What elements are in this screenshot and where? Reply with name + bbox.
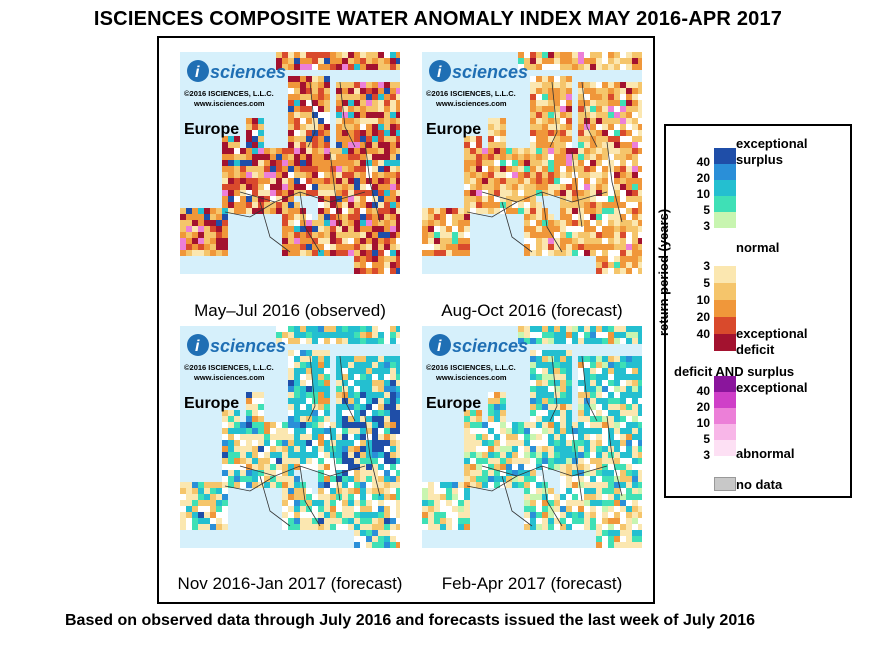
legend-deficit-swatch	[714, 334, 736, 351]
isciences-logo-icon	[429, 60, 451, 82]
copyright-text: ©2016 ISCIENCES, L.L.C.	[184, 363, 274, 372]
logo-i-letter: i	[437, 64, 442, 81]
region-label: Europe	[426, 395, 481, 412]
legend-both-swatch	[714, 392, 736, 408]
legend-surplus-swatch	[714, 164, 736, 180]
map-caption-4: Feb-Apr 2017 (forecast)	[441, 574, 623, 593]
legend-surplus-tick: 10	[696, 187, 710, 201]
legend-deficit-swatch	[714, 266, 736, 283]
region-label: Europe	[426, 121, 481, 138]
logo-text: sciences	[210, 62, 286, 82]
legend-normal-label: normal	[736, 240, 780, 255]
logo-text: sciences	[452, 62, 528, 82]
legend-deficit-swatch	[714, 317, 736, 334]
legend-surplus-title-1: exceptional	[736, 136, 808, 151]
legend-deficit-tick: 40	[696, 327, 710, 341]
url-text: www.isciences.com	[435, 373, 507, 382]
legend-deficit-tick: 3	[703, 259, 710, 273]
legend-no-data-swatch	[714, 477, 736, 491]
legend-surplus-swatch	[714, 148, 736, 164]
footer-note: Based on observed data through July 2016…	[64, 612, 756, 629]
legend-both-bottom: abnormal	[736, 446, 795, 461]
legend-both-tick: 40	[696, 384, 710, 398]
legend-both-title: deficit AND surplus	[674, 364, 795, 379]
map-panel-1: i sciences ©2016 ISCIENCES, L.L.C. www.isci…	[180, 52, 400, 274]
country-borders	[224, 81, 381, 253]
anomaly-grid	[180, 326, 400, 548]
map-panel-3: i sciences ©2016 ISCIENCES, L.L.C. www.isci…	[180, 326, 400, 548]
anomaly-grid	[180, 52, 400, 274]
legend-both-tick: 10	[696, 416, 710, 430]
europe-map-4: i sciences ©2016 ISCIENCES, L.L.C.www.isci…	[422, 326, 642, 548]
legend-no-data-label: no data	[736, 477, 783, 492]
legend-both-tick: 5	[703, 432, 710, 446]
map-caption-2: Aug-Oct 2016 (forecast)	[441, 301, 623, 320]
legend-surplus-swatch	[714, 212, 736, 228]
legend-deficit-swatch	[714, 300, 736, 317]
legend-both-swatch	[714, 408, 736, 424]
page-title: ISCIENCES COMPOSITE WATER ANOMALY INDEX …	[93, 8, 783, 30]
legend-normal-swatch	[714, 232, 736, 266]
isciences-logo-icon	[187, 60, 209, 82]
copyright-text: ©2016 ISCIENCES, L.L.C.	[426, 363, 516, 372]
logo-i-letter: i	[195, 338, 200, 355]
map-caption-3: Nov 2016-Jan 2017 (forecast)	[177, 574, 403, 593]
legend-deficit-tick: 20	[696, 310, 710, 324]
legend-deficit-tick: 5	[703, 276, 710, 290]
legend-surplus-title-2: surplus	[736, 152, 783, 167]
legend-surplus-tick: 5	[703, 203, 710, 217]
legend-surplus-tick: 3	[703, 219, 710, 233]
map-panel-4: i sciences ©2016 ISCIENCES, L.L.C. www.isci…	[422, 326, 642, 548]
copyright-text: ©2016 ISCIENCES, L.L.C.	[184, 89, 274, 98]
legend-both-swatch	[714, 440, 736, 456]
europe-map-3: i sciences ©2016 ISCIENCES, L.L.C.www.isci…	[180, 326, 400, 548]
legend-deficit-tick: 10	[696, 293, 710, 307]
region-label: Europe	[184, 121, 239, 138]
map-caption-1: May–Jul 2016 (observed)	[194, 301, 386, 320]
country-borders	[466, 355, 623, 527]
region-label: Europe	[184, 395, 239, 412]
maps-frame: i sciences ©2016 ISCIENCES, L.L.C. www.isci…	[157, 36, 655, 604]
logo-text: sciences	[452, 336, 528, 356]
legend-surplus-swatch	[714, 196, 736, 212]
country-borders	[224, 355, 381, 527]
url-text: www.isciences.com	[193, 99, 265, 108]
legend-both-top: exceptional	[736, 380, 808, 395]
legend-surplus-swatch	[714, 180, 736, 196]
logo-text: sciences	[210, 336, 286, 356]
copyright-text: ©2016 ISCIENCES, L.L.C.	[426, 89, 516, 98]
anomaly-grid	[422, 52, 642, 274]
europe-map-1: i sciences ©2016 ISCIENCES, L.L.C.www.isci…	[180, 52, 400, 274]
legend-both-swatch	[714, 424, 736, 440]
legend-both-tick: 20	[696, 400, 710, 414]
isciences-logo-icon	[187, 334, 209, 356]
country-borders	[466, 81, 623, 253]
map-panel-2: i sciences ©2016 ISCIENCES, L.L.C. www.isci…	[422, 52, 642, 274]
logo-i-letter: i	[195, 64, 200, 81]
logo-i-letter: i	[437, 338, 442, 355]
anomaly-grid	[422, 326, 642, 548]
europe-map-2: i sciences ©2016 ISCIENCES, L.L.C.www.isci…	[422, 52, 642, 274]
legend-both-swatch	[714, 376, 736, 392]
legend-axis-label: return period (years)	[656, 208, 671, 336]
legend-deficit-title-1: exceptional	[736, 326, 808, 341]
url-text: www.isciences.com	[435, 99, 507, 108]
legend: return period (years) exceptional surplu…	[656, 124, 852, 498]
isciences-logo-icon	[429, 334, 451, 356]
legend-both-tick: 3	[703, 448, 710, 462]
legend-surplus-tick: 20	[696, 171, 710, 185]
url-text: www.isciences.com	[193, 373, 265, 382]
legend-surplus-tick: 40	[696, 155, 710, 169]
legend-deficit-swatch	[714, 283, 736, 300]
legend-deficit-title-2: deficit	[736, 342, 775, 357]
